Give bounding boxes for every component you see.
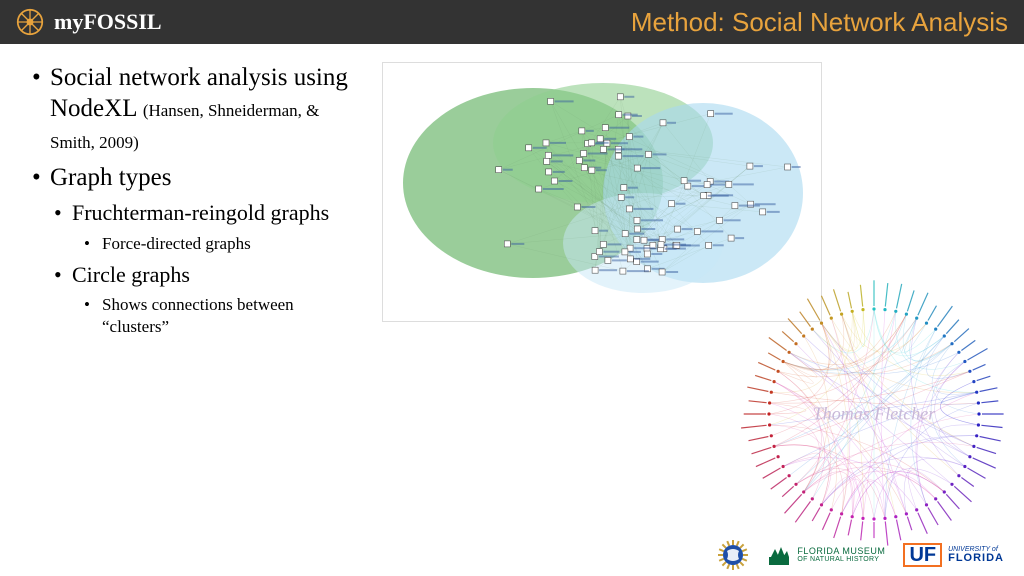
brand-text: myFOSSIL bbox=[54, 9, 162, 35]
slide-title: Method: Social Network Analysis bbox=[631, 7, 1008, 38]
bullet-2: Graph types bbox=[32, 162, 362, 193]
uf-line2: FLORIDA bbox=[948, 553, 1004, 564]
uf-logo: UF UNIVERSITY of FLORIDA bbox=[903, 543, 1004, 567]
content-area: Social network analysis using NodeXL (Ha… bbox=[0, 44, 1024, 534]
bullet-2b: Circle graphs bbox=[54, 261, 362, 289]
header-bar: myFOSSIL Method: Social Network Analysis bbox=[0, 0, 1024, 44]
bullet-1: Social network analysis using NodeXL (Ha… bbox=[32, 62, 362, 156]
flm-line1: FLORIDA MUSEUM bbox=[797, 547, 885, 556]
brand-logo-icon bbox=[16, 8, 44, 36]
bullet-2b1: Shows connections between “clusters” bbox=[84, 294, 362, 338]
bullet-2a1: Force-directed graphs bbox=[84, 233, 362, 255]
bullet-list: Social network analysis using NodeXL (Ha… bbox=[32, 62, 362, 534]
bullet-2a: Fruchterman-reingold graphs bbox=[54, 199, 362, 227]
florida-museum-logo: FLORIDA MUSEUM OF NATURAL HISTORY bbox=[767, 543, 885, 567]
figures-area: Thomas Fletcher bbox=[362, 62, 1004, 534]
footer-logos: FLORIDA MUSEUM OF NATURAL HISTORY UF UNI… bbox=[717, 534, 1024, 576]
uf-mark: UF bbox=[903, 543, 942, 567]
nsf-logo bbox=[717, 539, 749, 571]
circle-graph-figure: Thomas Fletcher bbox=[734, 274, 1014, 554]
flm-line2: OF NATURAL HISTORY bbox=[797, 556, 885, 563]
circle-center-label: Thomas Fletcher bbox=[813, 404, 935, 425]
